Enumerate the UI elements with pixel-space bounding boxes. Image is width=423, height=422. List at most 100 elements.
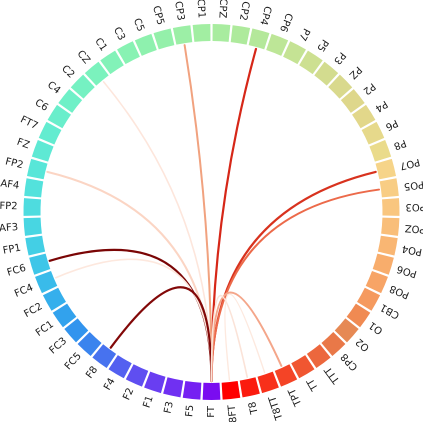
node-label: CP6 [277,11,294,33]
node-segment [283,41,306,65]
node-label: C2 [59,63,76,80]
node-label: P2 [361,80,378,96]
chord-link [224,293,266,381]
node-label: CP5 [150,5,166,27]
node-segment [379,178,399,198]
node-label: CP3 [172,0,186,21]
node-label: P8 [392,137,407,152]
node-segment [192,24,211,42]
node-label: TTT [322,364,343,387]
chord-link [46,170,213,382]
node-label: PO5 [403,178,423,192]
node-segment [291,355,315,379]
node-segment [321,332,346,356]
node-segment [42,287,66,311]
node-segment [369,139,392,162]
node-segment [182,380,202,400]
node-label: PO8 [388,282,411,300]
node-segment [134,33,157,56]
node-segment [108,355,132,379]
chord-link [210,188,381,382]
node-segment [23,198,41,216]
chord-link [183,44,213,382]
node-segment [23,217,42,236]
node-segment [382,198,400,216]
node-label: C4 [45,80,62,97]
node-segment [274,364,298,387]
node-segment [35,270,58,294]
node-segment [230,25,251,45]
node-label: O1 [367,319,385,336]
node-label: F8 [84,364,100,380]
node-segment [381,217,400,236]
node-label: C6 [33,97,50,113]
node-label: T8 [247,400,261,416]
node-segment [77,332,102,356]
node-label: CP1 [195,0,207,19]
node-label: TT [305,376,322,394]
node-segment [38,121,62,145]
node-label: T8FT [227,403,241,422]
node-segment [361,121,385,145]
node-segment [153,28,175,50]
node-segment [26,158,48,180]
node-segment [125,364,149,387]
node-segment [372,253,394,275]
node-label: PO4 [401,243,423,258]
node-label: CP2 [237,0,251,21]
node-label: FC3 [47,336,69,357]
node-segment [70,74,95,99]
node-label: F3 [163,400,176,414]
node-label: PO6 [396,263,419,279]
node-label: FP2 [0,201,18,212]
node-label: FC6 [6,263,27,279]
node-label: PZ [347,64,364,81]
node-label: C1 [92,36,109,53]
chord-link [210,47,258,383]
node-label: CP8 [339,351,360,373]
node-segment [314,61,339,86]
node-label: F1 [142,394,156,409]
node-segment [221,380,241,400]
node-label: P4 [373,98,389,114]
node-label: FC1 [34,319,56,339]
node-label: FZ [15,137,31,152]
node-segment [47,104,71,129]
node-label: C3 [111,25,127,42]
node-segment [266,33,289,56]
node-segment [92,344,117,369]
node-segment [163,377,184,398]
segment-ring [23,24,400,400]
node-segment [31,139,54,162]
node-label: FP1 [2,243,22,257]
node-label: P7 [296,26,311,42]
node-label: O2 [354,336,372,354]
node-label: PO7 [399,156,421,171]
node-segment [375,158,397,180]
node-segment [25,235,46,256]
node-segment [340,89,365,113]
node-label: F2 [121,386,136,402]
node-label: FT7 [18,114,39,132]
node-segment [58,89,83,113]
node-segment [365,270,388,294]
node-segment [257,371,279,394]
node-label: POZ [404,222,423,235]
node-segment [117,41,140,65]
node-segment [357,287,381,311]
node-segment [346,303,371,328]
node-label: AF4 [0,178,20,191]
node-label: CZ [75,48,92,66]
node-segment [52,303,77,328]
node-label: FC5 [63,351,84,373]
node-label: FC2 [22,301,44,320]
node-label: CPZ [216,0,228,19]
node-label: FC4 [13,282,35,300]
node-segment [24,178,44,198]
node-segment [299,50,323,75]
node-segment [212,24,231,42]
node-segment [100,50,124,75]
chord-link [210,170,377,383]
